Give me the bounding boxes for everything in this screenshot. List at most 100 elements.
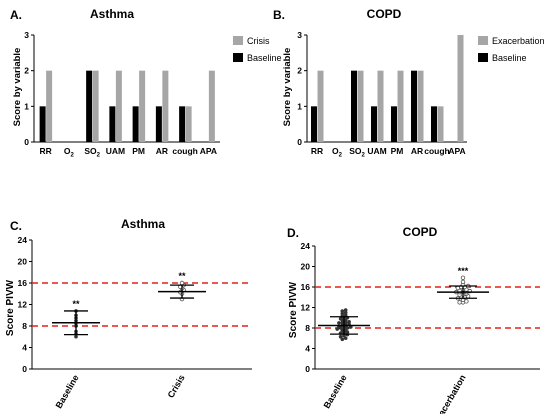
y-tick-label: 0 — [297, 137, 302, 147]
data-point-baseline — [340, 311, 345, 316]
legend-label-exacerbation: Exacerbation — [492, 36, 545, 46]
y-tick-label: 12 — [301, 303, 311, 313]
data-point-crisis — [179, 280, 185, 286]
bar-exacerbation-apa — [457, 35, 464, 142]
panel-label: C. — [10, 219, 22, 233]
bar-crisis-rr — [46, 70, 53, 142]
y-axis-label: Score by variable — [282, 48, 293, 127]
panel-a-asthma-bars: A. Asthma Score by variable 0 1 2 3 RR O2 SO2 U… — [10, 7, 282, 159]
bar-exacerbation-rr — [317, 70, 324, 142]
bar-baseline-cough — [431, 106, 437, 142]
x-tick-label: Baseline — [322, 373, 349, 410]
bar-crisis-apa — [208, 70, 215, 142]
data-point-exacerbation — [464, 299, 469, 304]
data-point-exacerbation — [460, 279, 466, 285]
y-tick-label: 2 — [24, 66, 29, 76]
y-tick-label: 24 — [301, 241, 311, 251]
data-point-baseline — [343, 321, 348, 325]
plot-area: 0 4 8 12 16 20 24 ** Baseline ** Crisis — [18, 235, 252, 410]
y-axis-label: Score PIVW — [5, 279, 16, 336]
legend: Exacerbation Baseline — [478, 36, 545, 63]
data-point-baseline — [343, 328, 348, 333]
x-tick-label: Crisis — [166, 373, 187, 400]
panel-title: COPD — [367, 7, 402, 21]
y-axis-label: Score by variable — [12, 48, 23, 127]
y-tick-label: 20 — [18, 257, 28, 267]
legend-label-baseline: Baseline — [492, 53, 527, 63]
legend: Crisis Baseline — [233, 36, 282, 63]
bar-crisis-uam — [115, 70, 122, 142]
data-point-baseline — [340, 337, 345, 342]
x-tick-label: Baseline — [54, 373, 81, 410]
bar-baseline-uam — [109, 106, 116, 142]
significance-marker: ** — [72, 299, 80, 309]
panel-d-copd-scatter: D. COPD Score PIVW 0 4 8 12 16 20 24 Baseline **… — [287, 225, 540, 414]
y-tick-label: 0 — [22, 364, 27, 374]
data-point-baseline — [335, 327, 340, 331]
y-tick-label: 1 — [297, 101, 302, 111]
bar-exacerbation-pm — [397, 70, 404, 142]
significance-marker: ** — [178, 271, 186, 281]
x-tick-label: RR — [311, 146, 323, 156]
panel-label: B. — [273, 8, 285, 22]
legend-label-crisis: Crisis — [247, 36, 270, 46]
bar-exacerbation-cough — [437, 106, 444, 142]
data-point-baseline — [343, 318, 348, 323]
x-tick-label: AR — [156, 146, 168, 156]
x-tick-label: PM — [132, 146, 145, 156]
x-tick-label: AR — [411, 146, 423, 156]
panel-c-asthma-scatter: C. Asthma Score PIVW 0 4 8 12 16 20 24 ** Baseli… — [5, 217, 252, 410]
data-point-baseline — [337, 321, 341, 325]
bar-crisis-cough — [185, 106, 192, 142]
data-point-exacerbation — [460, 275, 466, 280]
data-point-baseline — [345, 326, 350, 330]
data-point-baseline — [343, 336, 348, 341]
y-tick-label: 24 — [18, 235, 28, 245]
data-point-baseline — [340, 309, 345, 313]
data-point-baseline — [343, 308, 348, 312]
y-tick-label: 4 — [305, 344, 310, 354]
bar-crisis-pm — [139, 70, 146, 142]
legend-swatch-exacerbation — [478, 36, 488, 45]
legend-swatch-crisis — [233, 36, 243, 45]
y-tick-label: 20 — [301, 262, 311, 272]
x-tick-label: Exacerbation — [431, 373, 468, 414]
data-point-baseline — [343, 310, 348, 315]
bar-crisis-so2 — [92, 70, 99, 142]
bar-baseline-ar — [411, 70, 417, 142]
bar-baseline-cough — [179, 106, 186, 142]
bar-exacerbation-ar — [417, 70, 424, 142]
x-tick-label: PM — [391, 146, 404, 156]
bar-crisis-ar — [162, 70, 169, 142]
x-tick-label: SO2 — [349, 146, 365, 159]
legend-label-baseline: Baseline — [247, 53, 282, 63]
x-tick-label: UAM — [367, 146, 386, 156]
bar-baseline-so2 — [351, 70, 357, 142]
data-point-baseline — [338, 316, 343, 321]
y-tick-label: 8 — [305, 323, 310, 333]
y-tick-label: 1 — [24, 101, 29, 111]
x-tick-label: O2 — [332, 146, 343, 159]
panel-b-copd-bars: B. COPD Score by variable 0 1 2 3 RR O2 SO2 UAM… — [273, 7, 545, 159]
y-tick-label: 16 — [301, 282, 311, 292]
panel-title: Asthma — [90, 7, 134, 21]
bar-baseline-pm — [391, 106, 397, 142]
x-tick-label: APA — [448, 146, 465, 156]
plot-area: 0 4 8 12 16 20 24 Baseline *** Exacerbation — [301, 241, 540, 414]
data-point-baseline — [347, 320, 351, 324]
panel-label: A. — [10, 8, 22, 22]
significance-marker: *** — [458, 266, 469, 276]
y-tick-label: 16 — [18, 278, 28, 288]
x-tick-label: APA — [200, 146, 217, 156]
x-tick-label: O2 — [64, 146, 75, 159]
bar-exacerbation-uam — [377, 70, 384, 142]
bar-baseline-pm — [132, 106, 139, 142]
y-tick-label: 4 — [22, 343, 27, 353]
panel-title: Asthma — [121, 217, 165, 231]
bar-baseline-rr — [311, 106, 317, 142]
x-tick-label: cough — [172, 146, 198, 156]
panel-title: COPD — [403, 225, 438, 239]
data-point-baseline — [338, 334, 343, 339]
